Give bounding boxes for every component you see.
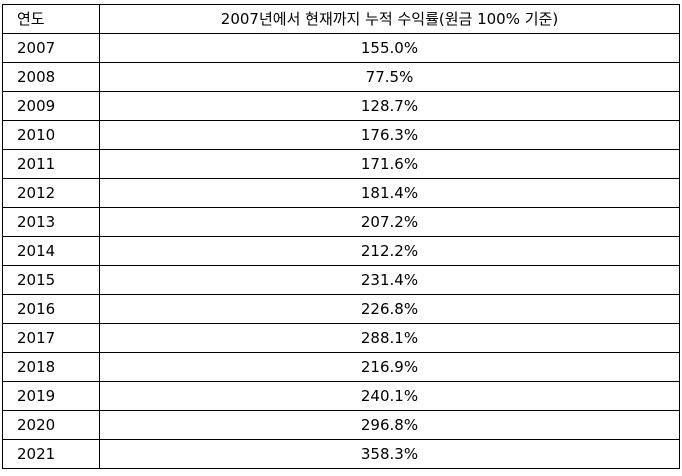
table-row: 2009 128.7% [2, 91, 680, 121]
table-row: 2008 77.5% [2, 62, 680, 92]
table-row: 2011 171.6% [2, 149, 680, 179]
year-cell: 2017 [2, 323, 100, 353]
year-cell: 2019 [2, 381, 100, 411]
year-cell: 2007 [2, 33, 100, 63]
return-value-cell: 212.2% [99, 236, 680, 266]
return-value-cell: 231.4% [99, 265, 680, 295]
return-value-cell: 171.6% [99, 149, 680, 179]
year-cell: 2010 [2, 120, 100, 150]
table-row: 2018 216.9% [2, 352, 680, 382]
table-row: 2020 296.8% [2, 410, 680, 440]
year-cell: 2015 [2, 265, 100, 295]
return-value-cell: 176.3% [99, 120, 680, 150]
return-value-cell: 155.0% [99, 33, 680, 63]
table-row: 2021 358.3% [2, 439, 680, 469]
year-cell: 2021 [2, 439, 100, 469]
table-row: 2007 155.0% [2, 33, 680, 63]
header-row: 연도 2007년에서 현재까지 누적 수익률(원금 100% 기준) [2, 4, 680, 34]
year-column-header: 연도 [2, 4, 100, 34]
cumulative-return-table: 연도 2007년에서 현재까지 누적 수익률(원금 100% 기준) 2007 1… [2, 4, 680, 469]
year-cell: 2016 [2, 294, 100, 324]
return-value-cell: 288.1% [99, 323, 680, 353]
return-value-cell: 128.7% [99, 91, 680, 121]
return-value-cell: 226.8% [99, 294, 680, 324]
return-value-cell: 216.9% [99, 352, 680, 382]
year-cell: 2013 [2, 207, 100, 237]
return-value-cell: 358.3% [99, 439, 680, 469]
return-value-cell: 296.8% [99, 410, 680, 440]
table-row: 2012 181.4% [2, 178, 680, 208]
table-row: 2017 288.1% [2, 323, 680, 353]
year-cell: 2018 [2, 352, 100, 382]
year-cell: 2012 [2, 178, 100, 208]
table-body: 2007 155.0% 2008 77.5% 2009 128.7% 2010 176.3% 2… [2, 33, 680, 469]
table-row: 2015 231.4% [2, 265, 680, 295]
return-value-cell: 207.2% [99, 207, 680, 237]
table-header: 연도 2007년에서 현재까지 누적 수익률(원금 100% 기준) [2, 4, 680, 34]
table-row: 2014 212.2% [2, 236, 680, 266]
return-value-cell: 240.1% [99, 381, 680, 411]
year-cell: 2020 [2, 410, 100, 440]
table-row: 2013 207.2% [2, 207, 680, 237]
year-cell: 2011 [2, 149, 100, 179]
year-cell: 2009 [2, 91, 100, 121]
table-row: 2019 240.1% [2, 381, 680, 411]
return-value-cell: 77.5% [99, 62, 680, 92]
table-row: 2016 226.8% [2, 294, 680, 324]
return-value-cell: 181.4% [99, 178, 680, 208]
year-cell: 2014 [2, 236, 100, 266]
table-row: 2010 176.3% [2, 120, 680, 150]
year-cell: 2008 [2, 62, 100, 92]
return-column-header: 2007년에서 현재까지 누적 수익률(원금 100% 기준) [99, 4, 680, 34]
